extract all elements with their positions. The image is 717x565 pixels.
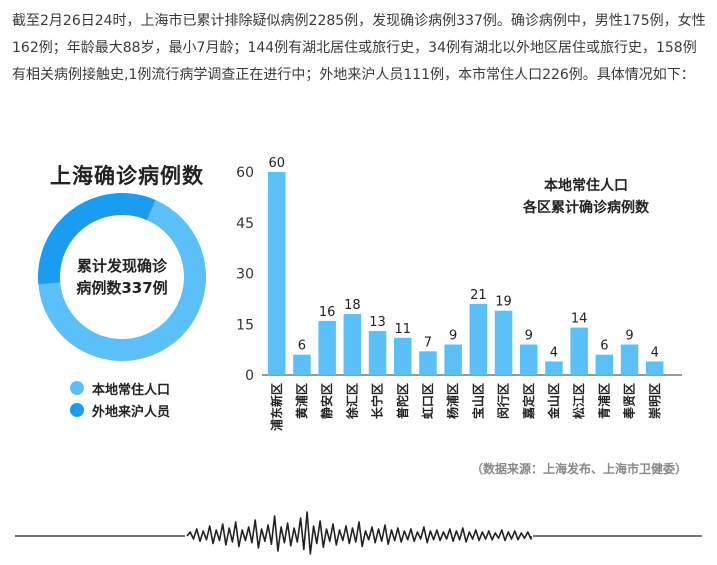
donut-segment-outside bbox=[38, 193, 206, 361]
bar-chart-title-line2: 各区累计确诊病例数 bbox=[522, 199, 650, 216]
bar-value-label: 6 bbox=[600, 339, 608, 354]
donut-center-line2: 病例数337例 bbox=[76, 279, 168, 297]
y-tick-label: 60 bbox=[236, 165, 254, 181]
x-tick-label: 普陀区 bbox=[395, 383, 410, 419]
bar-15 bbox=[646, 361, 664, 375]
waveform-divider bbox=[15, 511, 702, 555]
x-tick-label: 宝山区 bbox=[470, 383, 485, 419]
data-source-note: （数据来源：上海发布、上海市卫健委） bbox=[470, 462, 687, 476]
bar-8 bbox=[469, 303, 488, 375]
x-tick-label: 青浦区 bbox=[596, 383, 611, 419]
x-tick-label: 黄浦区 bbox=[294, 383, 309, 419]
bar-value-label: 11 bbox=[394, 322, 411, 337]
bar-2 bbox=[318, 320, 336, 375]
legend-item-local: 本地常住人口 bbox=[70, 377, 170, 399]
bar-value-label: 9 bbox=[449, 329, 457, 344]
legend-label-outside: 外地来沪人员 bbox=[92, 404, 171, 420]
donut-legend: 本地常住人口 外地来沪人员 bbox=[70, 377, 170, 421]
x-tick-label: 嘉定区 bbox=[521, 383, 536, 420]
bar-13 bbox=[595, 354, 614, 375]
x-tick-label: 徐汇区 bbox=[344, 383, 359, 420]
bar-value-label: 9 bbox=[625, 329, 633, 344]
x-tick-label: 金山区 bbox=[546, 383, 561, 420]
bar-value-label: 19 bbox=[495, 295, 512, 310]
bar-value-label: 60 bbox=[268, 156, 285, 171]
donut-chart: 累计发现确诊 病例数337例 bbox=[38, 193, 206, 361]
bar-10 bbox=[520, 344, 538, 375]
waveform-line bbox=[186, 511, 532, 555]
legend-item-outside: 外地来沪人员 bbox=[70, 399, 170, 421]
bar-3 bbox=[343, 314, 362, 375]
bar-1 bbox=[293, 354, 311, 375]
bar-value-label: 4 bbox=[651, 345, 659, 360]
x-tick-label: 虹口区 bbox=[420, 383, 435, 419]
bar-12 bbox=[570, 327, 588, 375]
bar-value-label: 6 bbox=[298, 339, 306, 354]
bar-7 bbox=[444, 344, 462, 375]
bar-value-label: 9 bbox=[525, 329, 533, 344]
bar-value-label: 13 bbox=[369, 315, 386, 330]
legend-label-local: 本地常住人口 bbox=[92, 382, 171, 398]
donut-center-label: 累计发现确诊 病例数337例 bbox=[38, 193, 206, 361]
bar-6 bbox=[419, 351, 437, 375]
x-tick-label: 闵行区 bbox=[496, 383, 511, 419]
y-tick-label: 45 bbox=[236, 216, 254, 232]
bar-0 bbox=[268, 172, 286, 375]
y-tick-label: 30 bbox=[236, 267, 254, 283]
legend-dot-local bbox=[70, 381, 84, 395]
bar-chart-title-line1: 本地常住人口 bbox=[544, 177, 628, 194]
x-tick-label: 杨浦区 bbox=[445, 383, 460, 419]
bar-value-label: 21 bbox=[470, 288, 487, 303]
bar-9 bbox=[494, 310, 513, 375]
bar-value-label: 7 bbox=[424, 335, 432, 350]
bar-5 bbox=[394, 337, 412, 375]
x-tick-label: 长宁区 bbox=[370, 383, 385, 419]
bar-11 bbox=[545, 361, 563, 375]
bar-value-label: 14 bbox=[571, 312, 588, 327]
bar-14 bbox=[620, 344, 639, 375]
bar-4 bbox=[368, 331, 387, 375]
bar-value-label: 4 bbox=[550, 345, 558, 360]
legend-dot-outside bbox=[70, 403, 84, 417]
x-tick-label: 松江区 bbox=[571, 383, 586, 419]
x-tick-label: 奉贤区 bbox=[622, 383, 637, 420]
intro-paragraph: 截至2月26日24时，上海市已累计排除疑似病例2285例，发现确诊病例337例。… bbox=[12, 13, 706, 83]
donut-chart-title: 上海确诊病例数 bbox=[50, 164, 204, 188]
donut-center-line1: 累计发现确诊 bbox=[76, 257, 167, 275]
donut-svg bbox=[38, 193, 206, 361]
bar-value-label: 16 bbox=[319, 305, 336, 320]
x-tick-label: 静安区 bbox=[319, 383, 334, 419]
bar-value-label: 18 bbox=[344, 298, 361, 313]
bar-chart: 0 15 30 45 60 60 浦东新区 6 黄浦区 16 静安区 18 徐汇区 13 长宁区 11 普陀区 7… bbox=[236, 156, 682, 431]
y-tick-label: 0 bbox=[245, 368, 254, 384]
x-tick-label: 崇明区 bbox=[647, 383, 662, 419]
x-tick-label: 浦东新区 bbox=[269, 383, 284, 431]
y-tick-label: 15 bbox=[236, 317, 254, 333]
